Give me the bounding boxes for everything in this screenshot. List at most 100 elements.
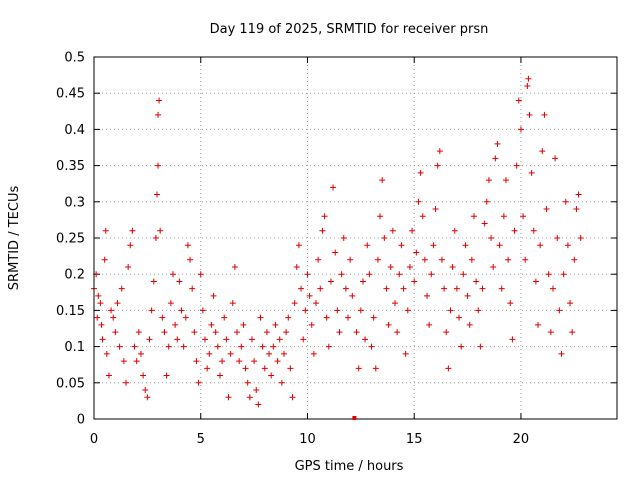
data-point (255, 401, 262, 408)
data-point (180, 343, 187, 350)
y-axis-label: SRMTID / TECUs (7, 186, 22, 291)
data-point (430, 242, 437, 249)
data-point (306, 292, 313, 299)
data-point (236, 358, 243, 365)
x-tick-label: 5 (197, 432, 205, 447)
data-point (490, 263, 497, 270)
data-point (492, 155, 499, 162)
y-tick-label: 0.35 (56, 159, 85, 174)
data-point (366, 271, 373, 278)
data-point (140, 372, 147, 379)
data-point (532, 278, 539, 285)
data-point (289, 394, 296, 401)
data-point (321, 213, 328, 220)
data-point (110, 314, 117, 321)
y-tick-label: 0.1 (64, 340, 85, 355)
data-point (144, 394, 151, 401)
y-tick-label: 0.25 (56, 232, 85, 247)
data-point (98, 321, 105, 328)
data-point (562, 198, 569, 205)
data-point (295, 242, 302, 249)
data-point (453, 285, 460, 292)
data-point (385, 321, 392, 328)
data-point (199, 307, 206, 314)
data-point (315, 256, 322, 263)
data-point (99, 336, 106, 343)
data-point (97, 300, 104, 307)
data-point (263, 329, 270, 336)
data-point (438, 256, 445, 263)
data-point (355, 365, 362, 372)
data-point (426, 321, 433, 328)
data-point (133, 358, 140, 365)
data-point (131, 343, 138, 350)
data-point (234, 329, 241, 336)
data-point (214, 343, 221, 350)
data-point (189, 285, 196, 292)
data-point (475, 307, 482, 314)
data-point (238, 343, 245, 350)
data-point (349, 292, 356, 299)
data-point (347, 256, 354, 263)
data-point (334, 307, 341, 314)
data-point (317, 285, 324, 292)
data-point (517, 126, 524, 133)
data-point (345, 314, 352, 321)
data-point (477, 343, 484, 350)
data-point (336, 329, 343, 336)
data-point (396, 271, 403, 278)
data-point (391, 300, 398, 307)
data-point (184, 242, 191, 249)
data-point (379, 177, 386, 184)
data-point (569, 329, 576, 336)
data-point (552, 155, 559, 162)
data-point (364, 242, 371, 249)
data-point (155, 162, 162, 169)
data-point (325, 343, 332, 350)
data-point (310, 350, 317, 357)
data-point (120, 358, 127, 365)
data-point (359, 278, 366, 285)
data-point (556, 307, 563, 314)
data-point (458, 343, 465, 350)
data-point (394, 329, 401, 336)
data-point (319, 227, 326, 234)
data-point (219, 358, 226, 365)
y-tick-label: 0.4 (64, 123, 85, 138)
data-point (338, 271, 345, 278)
data-point (95, 292, 102, 299)
data-point (112, 329, 119, 336)
data-point (383, 285, 390, 292)
data-point (539, 148, 546, 155)
data-point (137, 350, 144, 357)
data-point (513, 162, 520, 169)
data-point (535, 321, 542, 328)
data-point (323, 314, 330, 321)
data-point (564, 242, 571, 249)
data-point (381, 235, 388, 241)
data-point (432, 206, 439, 213)
data-point (502, 177, 509, 184)
data-point (163, 372, 170, 379)
data-point (404, 307, 411, 314)
data-point (202, 336, 209, 343)
data-point (505, 256, 512, 263)
data-point (191, 329, 198, 336)
data-point (524, 82, 531, 89)
data-point (406, 263, 413, 270)
data-point (377, 213, 384, 220)
data-point (554, 235, 561, 241)
data-point (464, 292, 471, 299)
data-point (507, 300, 514, 307)
data-point (156, 97, 163, 104)
data-point (223, 336, 230, 343)
data-point (274, 358, 281, 365)
data-point (547, 329, 554, 336)
data-point (434, 162, 441, 169)
data-point (210, 292, 217, 299)
data-point (342, 285, 349, 292)
data-point (558, 350, 565, 357)
x-tick-label: 0 (90, 432, 98, 447)
data-point (402, 350, 409, 357)
